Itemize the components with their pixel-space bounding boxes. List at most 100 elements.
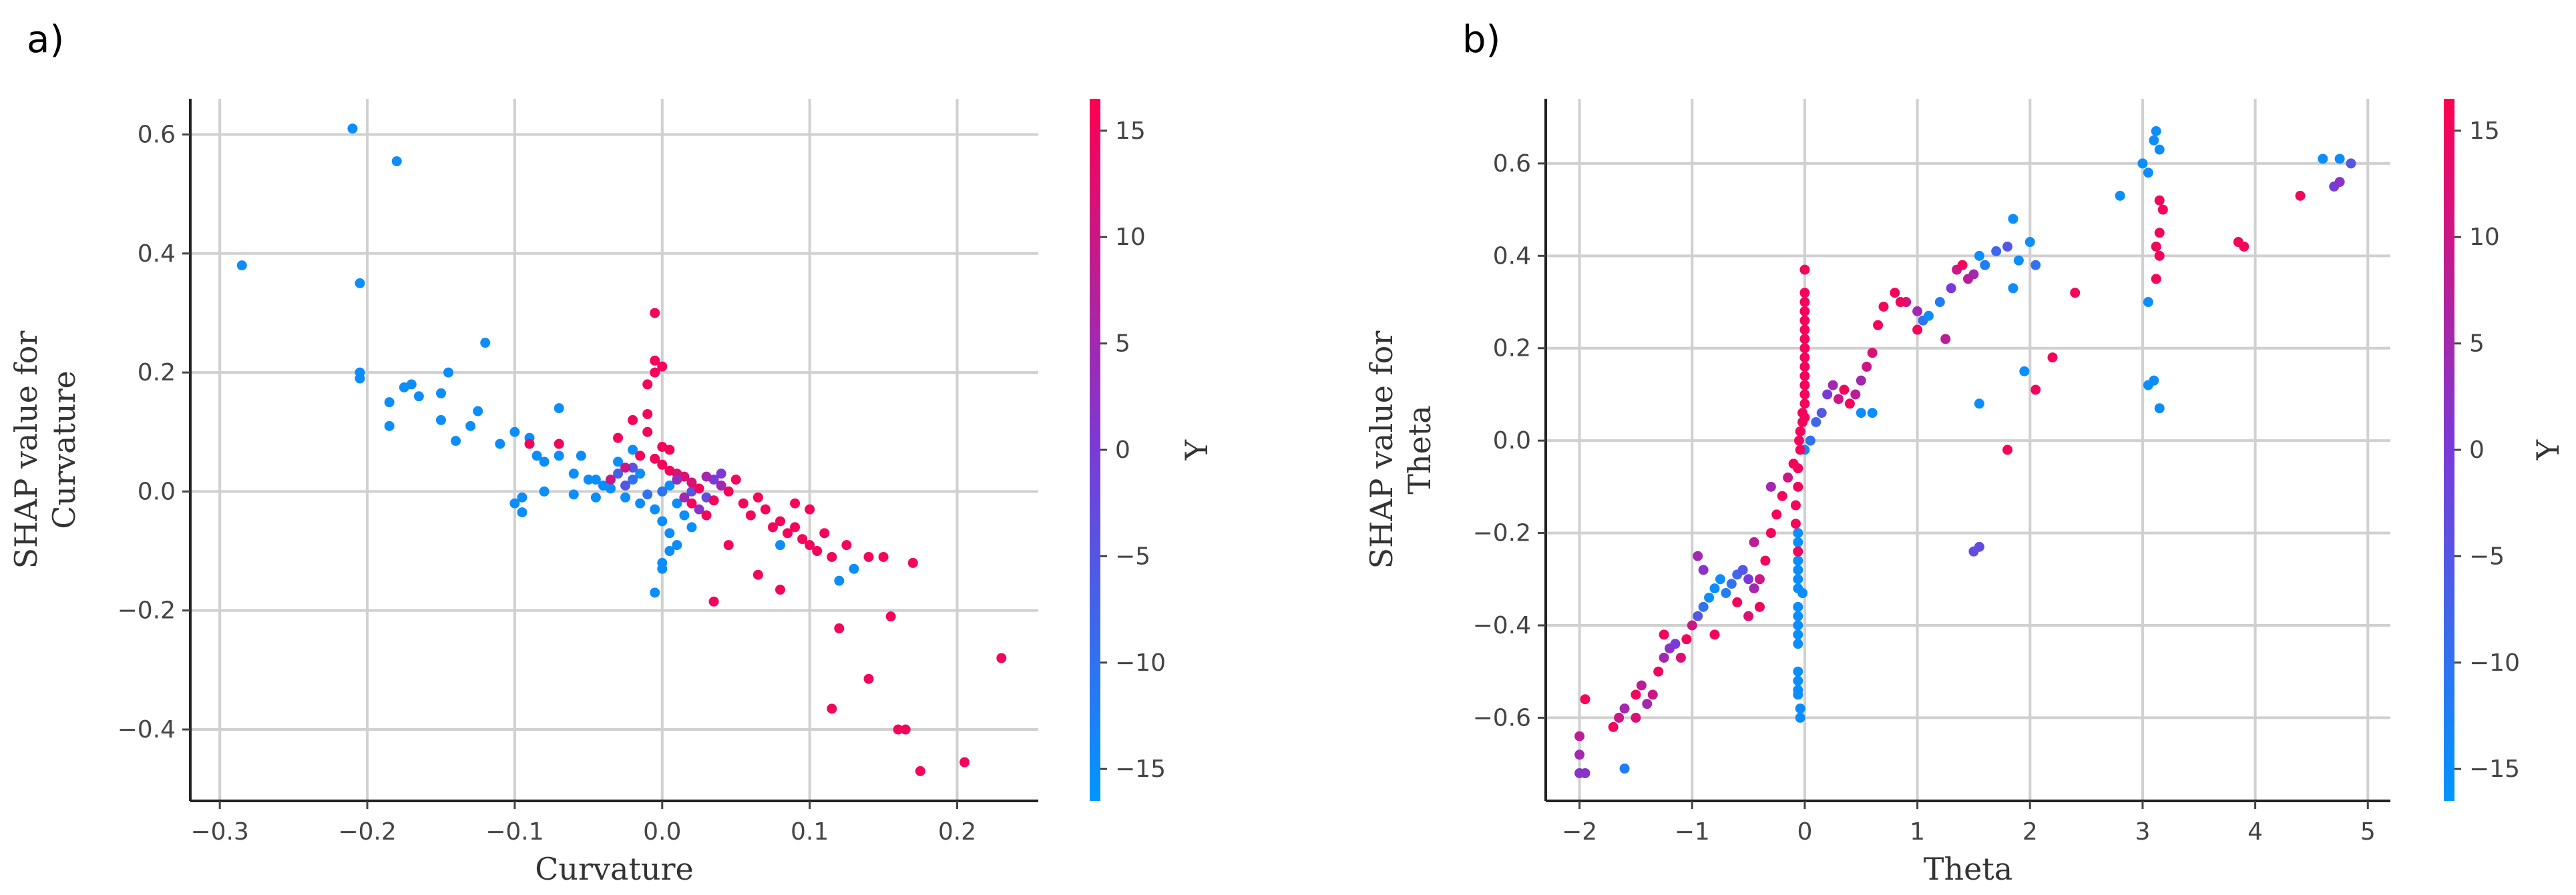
scatter-point bbox=[805, 540, 815, 551]
scatter-point bbox=[834, 623, 845, 633]
scatter-point bbox=[2047, 352, 2058, 363]
scatter-point bbox=[2013, 255, 2024, 266]
scatter-point bbox=[819, 528, 830, 539]
scatter-point bbox=[1940, 334, 1951, 344]
scatter-point bbox=[1608, 721, 1619, 732]
scatter-point bbox=[1681, 634, 1692, 645]
scatter-point bbox=[1799, 361, 1810, 372]
scatter-point bbox=[451, 436, 461, 446]
scatter-point bbox=[1659, 629, 1669, 640]
scatter-point bbox=[1715, 574, 1725, 585]
scatter-point bbox=[885, 611, 896, 622]
scatter-point bbox=[1749, 583, 1759, 594]
scatter-point bbox=[1968, 269, 1979, 280]
scatter-point bbox=[1732, 597, 1743, 607]
scatter-point bbox=[723, 540, 734, 551]
scatter-point bbox=[827, 703, 837, 714]
scatter-point bbox=[1799, 297, 1810, 308]
scatter-point bbox=[2346, 158, 2356, 169]
scatter-point bbox=[554, 438, 564, 449]
scatter-point bbox=[1704, 592, 1715, 603]
colorbar-tick-label: −5 bbox=[2469, 543, 2505, 570]
scatter-point bbox=[790, 498, 801, 509]
scatter-point bbox=[2154, 195, 2165, 206]
x-tick-label: 0.0 bbox=[643, 818, 681, 846]
scatter-point bbox=[1793, 565, 1803, 575]
scatter-point bbox=[664, 444, 675, 455]
scatter-point bbox=[1828, 380, 1838, 390]
scatter-point bbox=[1636, 680, 1647, 691]
scatter-point bbox=[1797, 588, 1808, 599]
scatter-point bbox=[1793, 639, 1803, 649]
scatter-point bbox=[878, 551, 889, 562]
scatter-point bbox=[745, 510, 756, 521]
scatter-point bbox=[1923, 310, 1934, 321]
scatter-point bbox=[1793, 675, 1803, 686]
scatter-point bbox=[1867, 408, 1878, 418]
y-tick-label: 0.6 bbox=[138, 121, 176, 148]
scatter-point bbox=[524, 438, 535, 449]
scatter-point bbox=[2154, 144, 2165, 155]
scatter-point bbox=[554, 451, 564, 461]
scatter-point bbox=[613, 469, 624, 479]
scatter-point bbox=[1793, 546, 1803, 557]
scatter-point bbox=[849, 563, 859, 574]
colorbar-tick-label: −15 bbox=[1115, 756, 1166, 783]
scatter-point bbox=[1574, 750, 1585, 760]
scatter-point bbox=[716, 480, 726, 491]
scatter-point bbox=[730, 475, 741, 485]
scatter-point bbox=[517, 492, 527, 503]
scatter-point bbox=[775, 516, 785, 527]
scatter-point bbox=[672, 498, 682, 509]
y-tick-label: −0.6 bbox=[1473, 704, 1531, 731]
scatter-point bbox=[1794, 435, 1804, 446]
scatter-point bbox=[1709, 629, 1720, 640]
scatter-point bbox=[1974, 250, 1984, 261]
x-tick-label: 0 bbox=[1797, 818, 1812, 846]
scatter-point bbox=[1878, 301, 1889, 312]
scatter-point bbox=[1805, 435, 1815, 446]
scatter-point bbox=[1737, 565, 1748, 575]
scatter-point bbox=[1797, 408, 1808, 418]
scatter-point bbox=[2024, 237, 2035, 248]
scatter-point bbox=[2295, 190, 2306, 201]
scatter-point bbox=[1765, 528, 1776, 539]
scatter-point bbox=[2318, 154, 2328, 164]
scatter-point bbox=[1771, 509, 1782, 520]
scatter-point bbox=[635, 451, 646, 461]
scatter-point bbox=[509, 426, 520, 437]
scatter-point bbox=[620, 480, 631, 491]
scatter-point bbox=[1580, 768, 1590, 778]
scatter-point bbox=[347, 123, 358, 134]
scatter-point bbox=[1693, 611, 1703, 621]
colorbar bbox=[2444, 99, 2454, 801]
colorbar-tick-label: −15 bbox=[2469, 756, 2520, 783]
scatter-point bbox=[834, 575, 845, 586]
scatter-point bbox=[1783, 473, 1793, 483]
scatter-point bbox=[2239, 241, 2249, 252]
scatter-point bbox=[679, 510, 690, 521]
y-tick-label: −0.2 bbox=[1473, 520, 1531, 547]
y-tick-label: 0.2 bbox=[138, 359, 176, 386]
panel-label-b: b) bbox=[1462, 18, 1500, 61]
scatter-point bbox=[1844, 398, 1855, 409]
colorbar-tick-label: 0 bbox=[2469, 436, 2485, 464]
scatter-point bbox=[1614, 712, 1625, 723]
scatter-point bbox=[236, 260, 247, 271]
scatter-point bbox=[1795, 703, 1805, 714]
scatter-point bbox=[605, 483, 616, 494]
scatter-point bbox=[1795, 426, 1805, 436]
y-axis-title: SHAP value for bbox=[1363, 331, 1400, 569]
scatter-point bbox=[679, 492, 690, 503]
colorbar-tick-label: −5 bbox=[1115, 543, 1150, 570]
scatter-point bbox=[443, 367, 454, 378]
y-tick-label: 0.2 bbox=[1493, 335, 1531, 362]
scatter-point bbox=[1580, 694, 1590, 705]
y-axis-title: Theta bbox=[1402, 405, 1438, 494]
scatter-point bbox=[723, 486, 734, 497]
scatter-point bbox=[2008, 283, 2018, 294]
scatter-point bbox=[413, 391, 424, 402]
scatter-point bbox=[672, 540, 682, 551]
y-tick-label: −0.2 bbox=[118, 597, 176, 625]
scatter-point bbox=[1834, 394, 1844, 404]
